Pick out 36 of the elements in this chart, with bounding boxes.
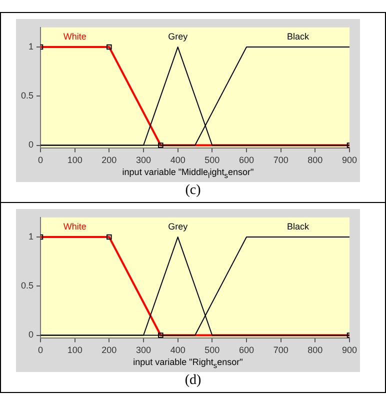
x-tick-label: 100 [67, 155, 82, 166]
x-tick-label: 700 [273, 344, 288, 355]
x-tick-label: 800 [308, 155, 323, 166]
x-tick-label: 500 [204, 344, 220, 355]
series-label: Black [286, 222, 310, 232]
y-tick-label: 0 [28, 330, 34, 340]
y-tick-label: 0.5 [20, 90, 34, 101]
x-axis-title: input variable "Right$_{s}$ensor" [132, 356, 244, 372]
series-label: Black [286, 32, 310, 42]
x-tick-label: 300 [136, 155, 152, 166]
x-tick-label: 200 [102, 344, 117, 355]
x-tick-label: 200 [102, 155, 117, 166]
x-tick-label: 900 [342, 155, 358, 166]
y-tick-label: 1 [28, 42, 34, 52]
x-tick-label: 300 [136, 344, 152, 355]
x-tick-label: 700 [273, 155, 288, 166]
text: (d) [184, 372, 202, 390]
x-tick-label: 800 [308, 344, 323, 355]
x-tick-label: 500 [204, 155, 220, 166]
x-tick-label: 400 [170, 344, 186, 355]
series-label: Grey [168, 32, 188, 42]
series-label: White [63, 32, 86, 42]
series-label: Grey [168, 222, 188, 232]
x-tick-label: 600 [238, 155, 254, 166]
y-tick-label: 0.5 [20, 280, 34, 290]
series-label: White [63, 222, 86, 232]
x-tick-label: 900 [342, 344, 358, 355]
x-tick-label: 100 [67, 344, 82, 355]
x-tick-label: 0 [38, 155, 44, 166]
x-tick-label: 400 [170, 155, 186, 166]
x-tick-label: 0 [38, 344, 44, 355]
y-tick-label: 1 [28, 231, 34, 242]
x-tick-label: 600 [238, 344, 254, 355]
text: (c) [184, 182, 202, 200]
x-axis-title: input variable "Middle$_{l}$ight$_{s}$ensor" [121, 167, 255, 182]
y-tick-label: 0 [28, 140, 34, 150]
